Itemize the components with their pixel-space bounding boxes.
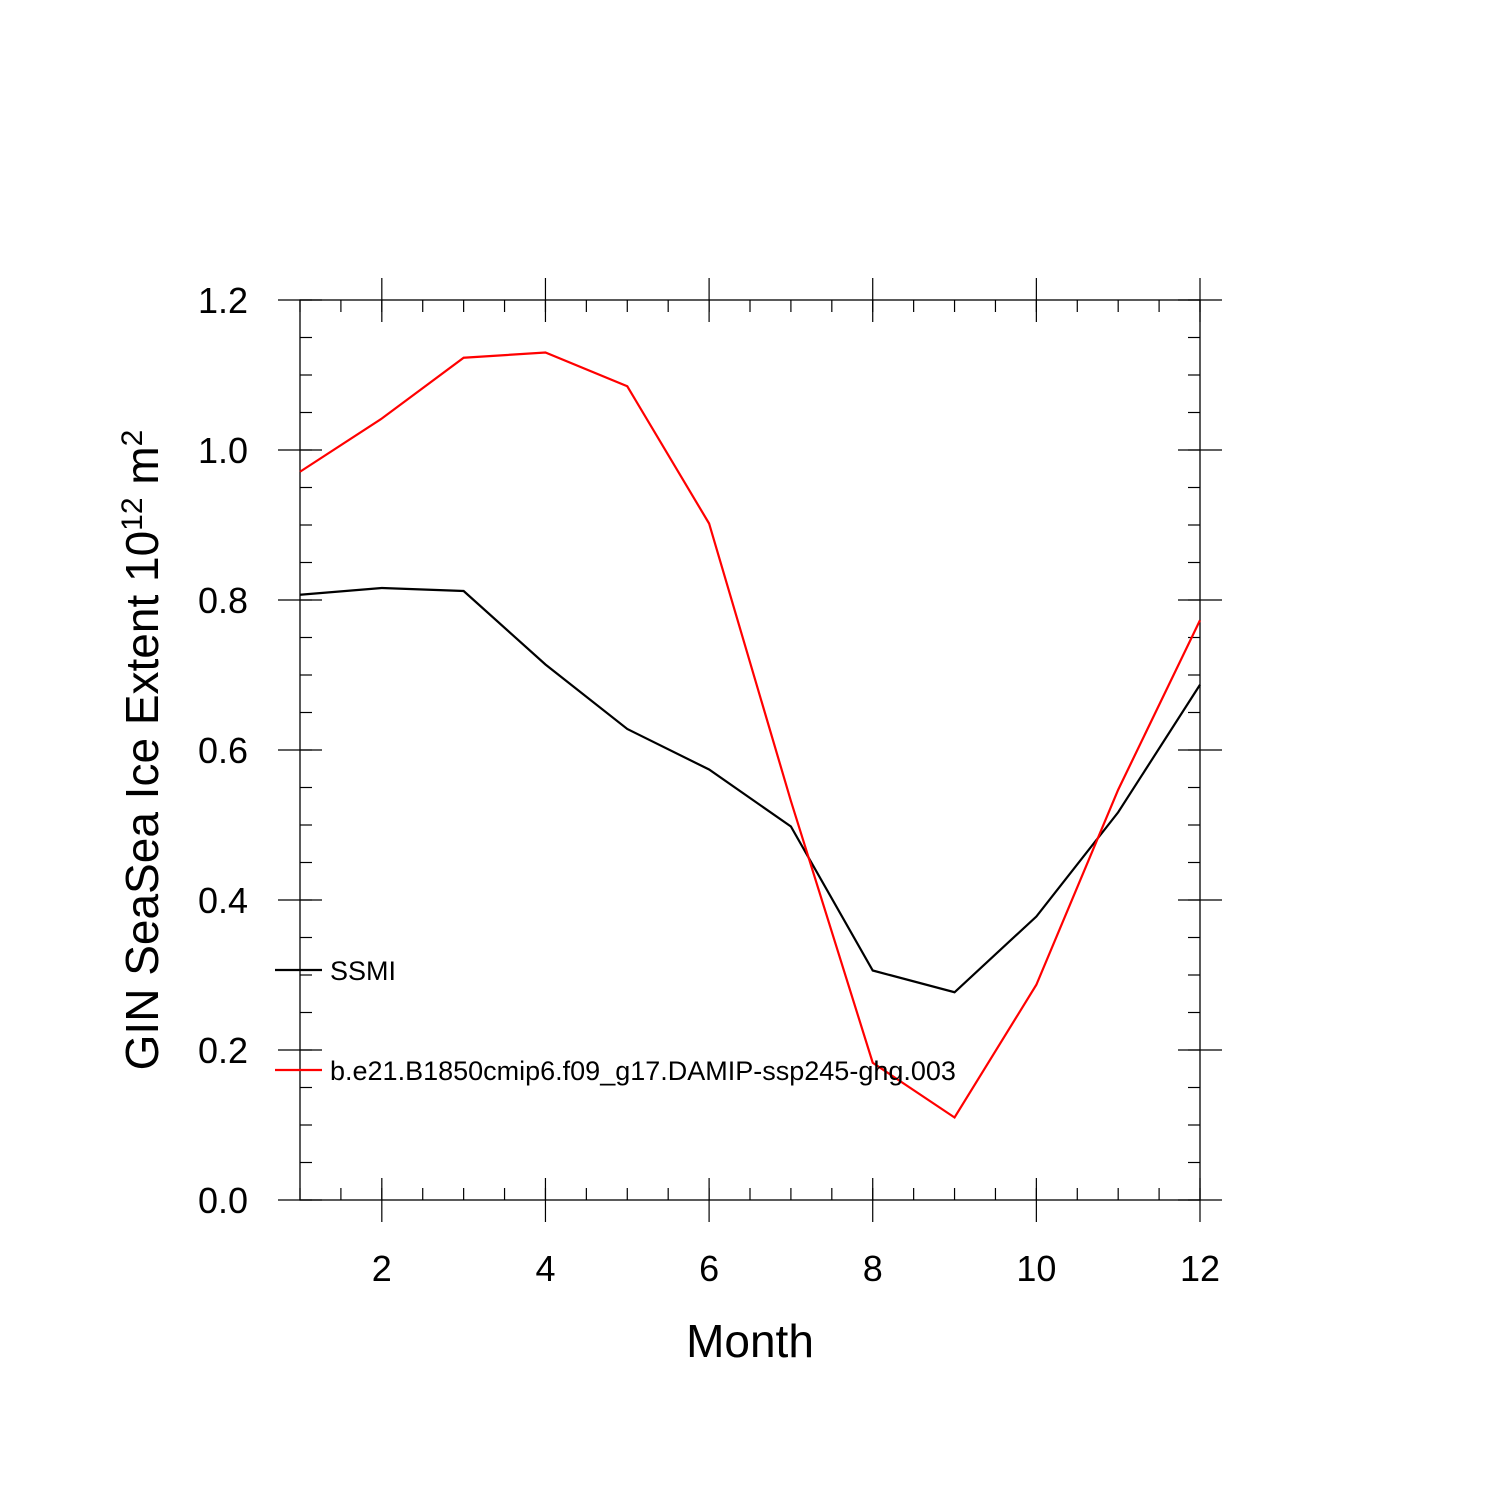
y-axis-title-unit: m xyxy=(116,446,168,497)
y-tick-label: 0.6 xyxy=(198,730,248,771)
legend-label-1: SSMI xyxy=(330,956,396,986)
x-tick-label: 2 xyxy=(372,1248,392,1289)
plot-frame xyxy=(299,299,1201,1201)
y-tick-label: 0.0 xyxy=(198,1180,248,1221)
y-axis-title: GIN SeaSea Ice Extent 1012 m2 xyxy=(116,430,169,1071)
y-axis-title-prefix: GIN SeaSea Ice Extent 10 xyxy=(116,531,168,1071)
series-line-2 xyxy=(299,351,1201,1120)
y-tick-label: 0.2 xyxy=(198,1030,248,1071)
x-tick-label: 8 xyxy=(863,1248,883,1289)
y-tick-label: 1.0 xyxy=(198,430,248,471)
series-layer xyxy=(299,351,1201,1120)
y-axis-title-unit-exponent: 2 xyxy=(116,430,149,447)
y-axis-title-exponent: 12 xyxy=(116,497,149,530)
x-tick-labels: 2 4 6 8 10 12 xyxy=(372,1248,1220,1289)
y-tick-labels: 0.0 0.2 0.4 0.6 0.8 1.0 1.2 xyxy=(198,280,248,1221)
y-tick-label: 0.8 xyxy=(198,580,248,621)
x-axis-title: Month xyxy=(686,1315,814,1367)
x-tick-label: 10 xyxy=(1016,1248,1056,1289)
legend-label-2: b.e21.B1850cmip6.f09_g17.DAMIP-ssp245-gh… xyxy=(330,1056,956,1086)
x-tick-label: 4 xyxy=(535,1248,555,1289)
legend: SSMI b.e21.B1850cmip6.f09_g17.DAMIP-ssp24… xyxy=(275,956,956,1086)
y-tick-label: 1.2 xyxy=(198,280,248,321)
x-tick-label: 6 xyxy=(699,1248,719,1289)
y-tick-label: 0.4 xyxy=(198,880,248,921)
series-line-1 xyxy=(299,586,1201,994)
x-tick-label: 12 xyxy=(1180,1248,1220,1289)
